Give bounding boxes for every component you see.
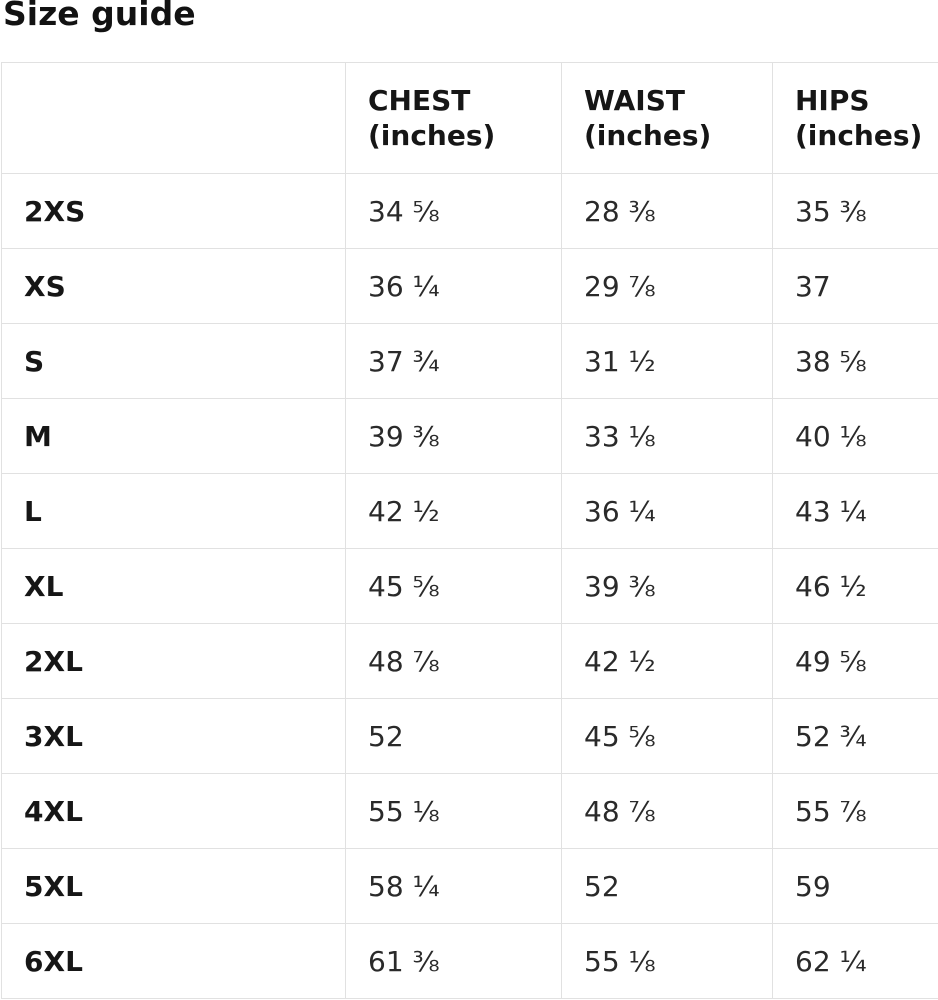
size-label: 2XS — [1, 173, 346, 249]
chest-value: 39 ⅜ — [345, 398, 562, 474]
size-label: S — [1, 323, 346, 399]
chest-value: 37 ¾ — [345, 323, 562, 399]
size-label: 2XL — [1, 623, 346, 699]
header-chest: CHEST (inches) — [345, 62, 562, 174]
hips-value: 55 ⅞ — [772, 773, 938, 849]
waist-value: 39 ⅜ — [561, 548, 773, 624]
waist-value: 42 ½ — [561, 623, 773, 699]
header-hips-label: HIPS — [795, 84, 870, 117]
waist-value: 36 ¼ — [561, 473, 773, 549]
hips-value: 62 ¼ — [772, 923, 938, 999]
hips-value: 35 ⅜ — [772, 173, 938, 249]
hips-value: 37 — [772, 248, 938, 324]
waist-value: 28 ⅜ — [561, 173, 773, 249]
header-hips-unit: (inches) — [795, 119, 923, 152]
table-row: L 42 ½ 36 ¼ 43 ¼ — [1, 473, 938, 549]
waist-value: 52 — [561, 848, 773, 924]
size-label: L — [1, 473, 346, 549]
size-label: 4XL — [1, 773, 346, 849]
header-chest-unit: (inches) — [368, 119, 496, 152]
waist-value: 33 ⅛ — [561, 398, 773, 474]
hips-value: 59 — [772, 848, 938, 924]
size-label: M — [1, 398, 346, 474]
table-row: M 39 ⅜ 33 ⅛ 40 ⅛ — [1, 398, 938, 474]
chest-value: 52 — [345, 698, 562, 774]
table-row: 3XL 52 45 ⅝ 52 ¾ — [1, 698, 938, 774]
waist-value: 29 ⅞ — [561, 248, 773, 324]
hips-value: 46 ½ — [772, 548, 938, 624]
table-row: 2XS 34 ⅝ 28 ⅜ 35 ⅜ — [1, 173, 938, 249]
table-row: XS 36 ¼ 29 ⅞ 37 — [1, 248, 938, 324]
size-label: XL — [1, 548, 346, 624]
chest-value: 48 ⅞ — [345, 623, 562, 699]
hips-value: 38 ⅝ — [772, 323, 938, 399]
page-title: Size guide — [3, 0, 196, 33]
chest-value: 61 ⅜ — [345, 923, 562, 999]
size-label: 5XL — [1, 848, 346, 924]
table-row: 2XL 48 ⅞ 42 ½ 49 ⅝ — [1, 623, 938, 699]
header-hips: HIPS (inches) — [772, 62, 938, 174]
table-header-row: CHEST (inches) WAIST (inches) HIPS (inch… — [1, 62, 938, 174]
size-guide-table: CHEST (inches) WAIST (inches) HIPS (inch… — [1, 62, 938, 999]
table-row: 6XL 61 ⅜ 55 ⅛ 62 ¼ — [1, 923, 938, 999]
table-row: XL 45 ⅝ 39 ⅜ 46 ½ — [1, 548, 938, 624]
size-label: XS — [1, 248, 346, 324]
header-waist: WAIST (inches) — [561, 62, 773, 174]
waist-value: 31 ½ — [561, 323, 773, 399]
size-label: 6XL — [1, 923, 346, 999]
hips-value: 49 ⅝ — [772, 623, 938, 699]
waist-value: 55 ⅛ — [561, 923, 773, 999]
chest-value: 58 ¼ — [345, 848, 562, 924]
chest-value: 45 ⅝ — [345, 548, 562, 624]
header-empty-cell — [1, 62, 346, 174]
hips-value: 52 ¾ — [772, 698, 938, 774]
header-chest-label: CHEST — [368, 84, 471, 117]
chest-value: 36 ¼ — [345, 248, 562, 324]
chest-value: 55 ⅛ — [345, 773, 562, 849]
waist-value: 45 ⅝ — [561, 698, 773, 774]
chest-value: 34 ⅝ — [345, 173, 562, 249]
hips-value: 43 ¼ — [772, 473, 938, 549]
table-row: S 37 ¾ 31 ½ 38 ⅝ — [1, 323, 938, 399]
table-row: 5XL 58 ¼ 52 59 — [1, 848, 938, 924]
size-label: 3XL — [1, 698, 346, 774]
chest-value: 42 ½ — [345, 473, 562, 549]
header-waist-unit: (inches) — [584, 119, 712, 152]
header-waist-label: WAIST — [584, 84, 685, 117]
table-row: 4XL 55 ⅛ 48 ⅞ 55 ⅞ — [1, 773, 938, 849]
waist-value: 48 ⅞ — [561, 773, 773, 849]
hips-value: 40 ⅛ — [772, 398, 938, 474]
